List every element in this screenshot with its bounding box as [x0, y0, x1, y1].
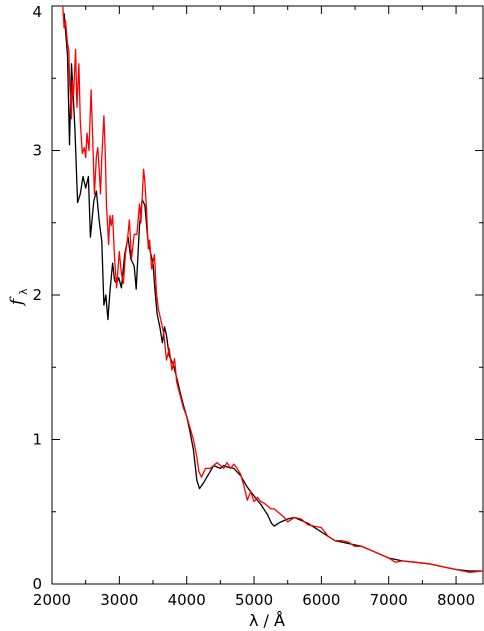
x-tick-label: 3000 — [100, 591, 138, 609]
y-tick-label: 2 — [32, 286, 42, 304]
x-tick-label: 7000 — [370, 591, 408, 609]
y-axis-label: f λ — [7, 288, 30, 307]
y-tick-label: 3 — [32, 142, 42, 160]
x-axis-label: λ / Å — [249, 611, 285, 630]
axis-tick-labels: 2000 3000 4000 5000 6000 7000 8000 0 1 2 3 4 — [32, 3, 475, 609]
y-axis-label-main: f — [7, 296, 27, 307]
data-series — [62, 5, 484, 574]
y-axis-label-sub: λ — [17, 288, 30, 295]
y-tick-label: 1 — [32, 431, 42, 449]
x-tick-label: 8000 — [437, 591, 475, 609]
y-tick-label: 4 — [32, 3, 42, 21]
series-line-1 — [63, 13, 483, 572]
x-tick-label: 2000 — [33, 591, 71, 609]
x-tick-label: 5000 — [235, 591, 273, 609]
plot-frame — [51, 5, 484, 585]
x-tick-label: 4000 — [168, 591, 206, 609]
y-tick-label: 0 — [32, 575, 42, 593]
x-tick-label: 6000 — [302, 591, 340, 609]
axis-ticks — [51, 5, 483, 585]
series-line-2 — [62, 5, 484, 574]
